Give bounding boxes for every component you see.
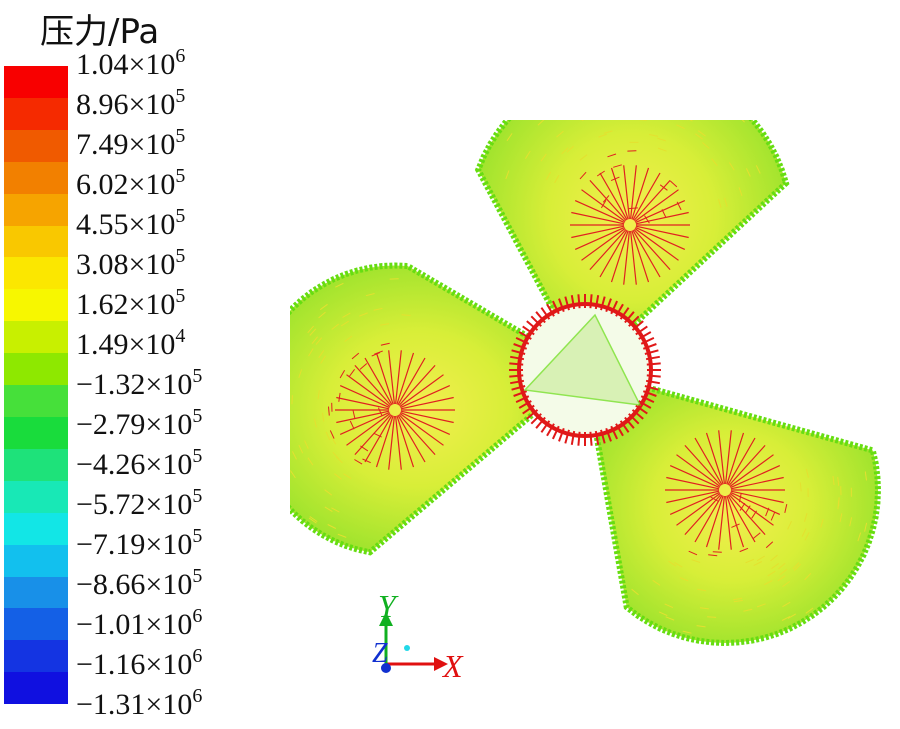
colorbar-tick-label: −1.01×106: [76, 610, 202, 640]
colorbar-tick-label: 8.96×105: [76, 90, 185, 120]
hub-vector: [578, 294, 579, 308]
tick-exponent: 5: [175, 125, 185, 147]
colorbar-tick-label: 1.49×104: [76, 330, 185, 360]
hub-vector: [578, 432, 579, 446]
colorbar-tick-label: −4.26×105: [76, 450, 202, 480]
colorbar-tick-label: 1.62×105: [76, 290, 185, 320]
pressure-vector: [629, 208, 638, 209]
colorbar-swatch: [4, 257, 68, 289]
colorbar-swatch: [4, 513, 68, 545]
x-axis-label: X: [443, 650, 463, 682]
tick-exponent: 6: [192, 685, 202, 707]
colorbar-tick-label: 4.55×105: [76, 210, 185, 240]
colorbar-swatch: [4, 66, 68, 98]
tick-exponent: 5: [175, 245, 185, 267]
colorbar-swatch: [4, 289, 68, 321]
tick-exponent: 5: [175, 165, 185, 187]
hub-vector: [647, 375, 661, 376]
colorbar-swatch: [4, 672, 68, 704]
pressure-vector: [292, 395, 293, 404]
hub-vector: [590, 432, 591, 446]
colorbar-swatch: [4, 321, 68, 353]
tick-exponent: 5: [175, 285, 185, 307]
tick-exponent: 4: [175, 325, 185, 347]
tick-exponent: 5: [192, 565, 202, 587]
colorbar-tick-label: 3.08×105: [76, 250, 185, 280]
colorbar-swatch: [4, 640, 68, 672]
hub-vector: [509, 375, 523, 376]
colorbar-swatch: [4, 608, 68, 640]
hub-vector: [590, 294, 591, 308]
colorbar-tick-label: −1.31×106: [76, 690, 202, 720]
y-axis-label: Y: [378, 590, 396, 622]
colorbar-swatch: [4, 130, 68, 162]
colorbar-tick-label: −7.19×105: [76, 530, 202, 560]
legend-title: 压力/Pa: [40, 4, 159, 53]
colorbar-tick-label: −2.79×105: [76, 410, 202, 440]
colorbar-swatch: [4, 98, 68, 130]
colorbar-swatch: [4, 162, 68, 194]
tick-exponent: 6: [175, 45, 185, 67]
colorbar-swatch: [4, 449, 68, 481]
colorbar-swatch: [4, 545, 68, 577]
pressure-colorbar: [4, 66, 68, 704]
pressure-vector: [707, 617, 716, 618]
colorbar-swatch: [4, 194, 68, 226]
tick-exponent: 5: [192, 405, 202, 427]
tick-exponent: 5: [175, 205, 185, 227]
colorbar-tick-label: −1.16×106: [76, 650, 202, 680]
tick-exponent: 5: [192, 525, 202, 547]
tick-exponent: 5: [192, 365, 202, 387]
propeller-hub: [509, 294, 661, 446]
colorbar-swatch: [4, 385, 68, 417]
colorbar-swatch: [4, 481, 68, 513]
colorbar-swatch: [4, 226, 68, 258]
colorbar-tick-label: −1.32×105: [76, 370, 202, 400]
z-axis-label: Z: [372, 640, 388, 668]
pressure-vector: [402, 315, 411, 316]
hub-vector: [647, 363, 661, 364]
tick-exponent: 5: [192, 445, 202, 467]
colorbar-tick-label: 7.49×105: [76, 130, 185, 160]
colorbar-swatch: [4, 353, 68, 385]
origin-marker: [404, 645, 410, 651]
tick-exponent: 6: [192, 645, 202, 667]
tick-exponent: 5: [192, 485, 202, 507]
colorbar-tick-label: 1.04×106: [76, 50, 185, 80]
tick-exponent: 6: [192, 605, 202, 627]
hub-vector: [509, 363, 523, 364]
colorbar-tick-label: −8.66×105: [76, 570, 202, 600]
colorbar-swatch: [4, 577, 68, 609]
colorbar-tick-label: −5.72×105: [76, 490, 202, 520]
colorbar-swatch: [4, 417, 68, 449]
tick-exponent: 5: [175, 85, 185, 107]
colorbar-tick-label: 6.02×105: [76, 170, 185, 200]
